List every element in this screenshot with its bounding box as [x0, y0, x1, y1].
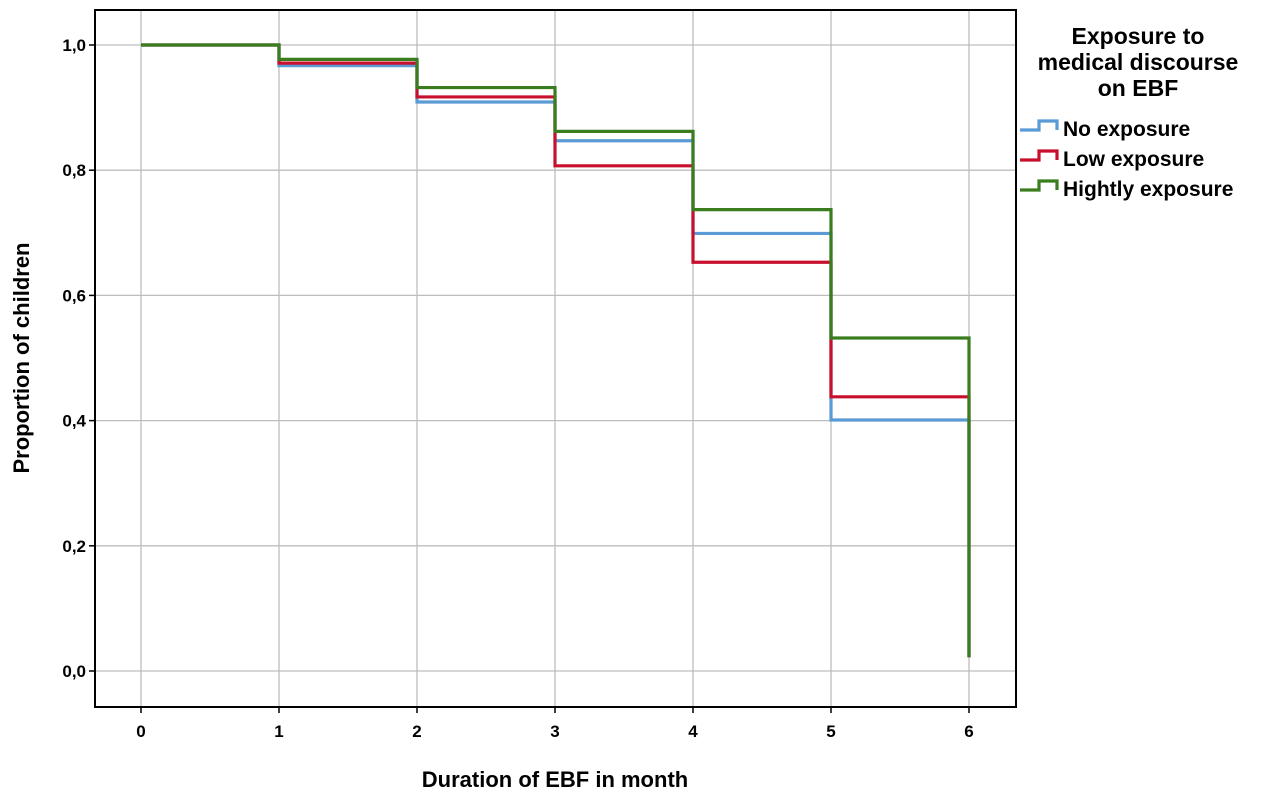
y-axis-title: Proportion of children	[9, 243, 34, 474]
legend-swatch	[1020, 119, 1059, 132]
legend: Exposure to medical discourse on EBF No …	[1020, 23, 1238, 201]
legend-swatch	[1020, 149, 1059, 162]
y-tick-labels: 0,0 0,2 0,4 0,6 0,8 1,0	[62, 36, 95, 681]
legend-swatch	[1020, 179, 1059, 192]
y-tick-label: 0,6	[62, 286, 86, 305]
x-tick-label: 1	[274, 722, 283, 741]
x-tick-labels: 0 1 2 3 4 5 6	[136, 707, 974, 741]
legend-title-line-3: on EBF	[1098, 75, 1179, 101]
series-line-hightly-exposure	[141, 43, 971, 658]
y-tick-label: 0,0	[62, 662, 86, 681]
x-axis-title: Duration of EBF in month	[422, 767, 688, 792]
x-tick-label: 2	[412, 722, 421, 741]
legend-item: No exposure	[1020, 118, 1190, 141]
x-tick-label: 3	[550, 722, 559, 741]
legend-label: Low exposure	[1063, 148, 1204, 171]
x-tick-label: 0	[136, 722, 145, 741]
legend-label: Hightly exposure	[1063, 178, 1233, 201]
series-lines	[141, 43, 971, 658]
y-tick-label: 1,0	[62, 36, 86, 55]
legend-title-line-2: medical discourse	[1038, 49, 1239, 75]
x-tick-label: 6	[964, 722, 973, 741]
y-tick-label: 0,4	[62, 412, 86, 431]
series-line-low-exposure	[141, 43, 971, 658]
x-tick-label: 4	[688, 722, 698, 741]
legend-item: Hightly exposure	[1020, 178, 1233, 201]
legend-label: No exposure	[1063, 118, 1190, 141]
legend-title-line-1: Exposure to	[1072, 23, 1205, 49]
legend-items: No exposure Low exposure Hightly exposure	[1020, 118, 1233, 201]
x-tick-label: 5	[826, 722, 835, 741]
legend-item: Low exposure	[1020, 148, 1204, 171]
y-tick-label: 0,2	[62, 537, 86, 556]
y-tick-label: 0,8	[62, 161, 86, 180]
